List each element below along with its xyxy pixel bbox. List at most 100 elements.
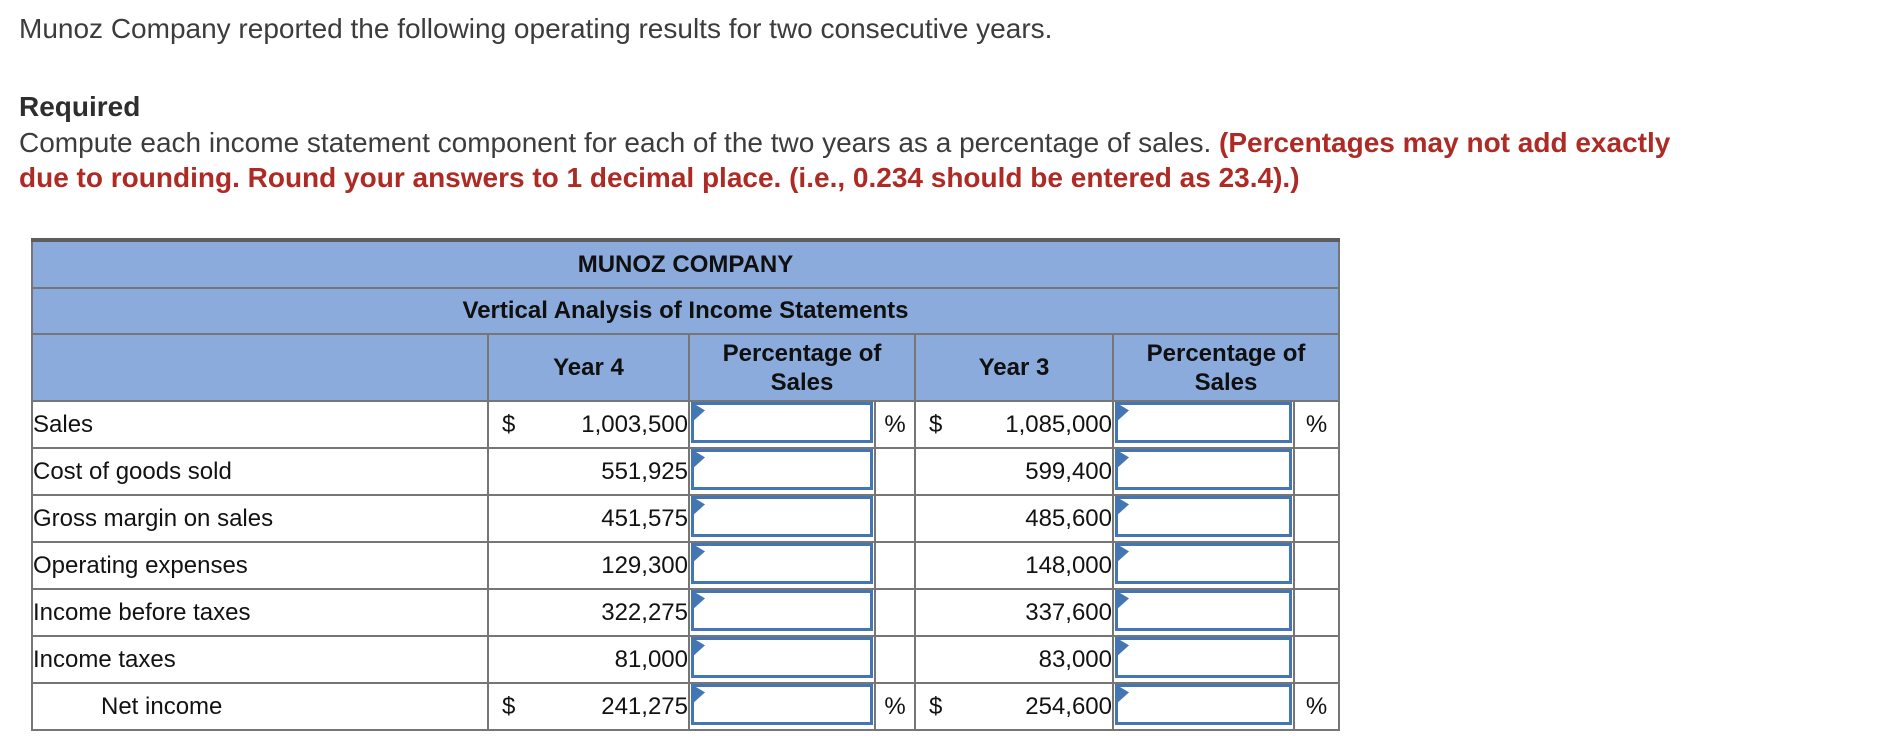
instruction-red-line2: due to rounding. Round your answers to 1… [19,162,1300,193]
pct-input-year4-cost-of-goods-sold[interactable] [691,450,873,490]
row-label: Net income [31,682,489,731]
input-box-frame [1115,450,1292,490]
pct-input-year4-sales[interactable] [691,403,873,443]
dollar-sign: $ [929,410,943,438]
instruction-black-text: Compute each income statement component … [19,127,1212,158]
column-header-pct-of-sales-year4: Percentage of Sales [688,333,916,402]
percent-cell: % [874,682,916,731]
percent-cell: % [1293,400,1340,449]
input-box-frame [1115,403,1292,443]
amount-year3: $254,600 [914,682,1114,731]
percent-cell [874,588,916,637]
input-cell [688,588,876,637]
input-cell [1112,494,1295,543]
table-subtitle: Vertical Analysis of Income Statements [31,287,1340,335]
input-cell [1112,400,1295,449]
percent-cell: % [874,400,916,449]
input-box-frame [691,591,873,631]
percent-cell [1293,588,1340,637]
input-box-frame [691,450,873,490]
input-cell [688,447,876,496]
input-cell [1112,447,1295,496]
dollar-sign: $ [502,692,516,720]
table-row-income-before-taxes: Income before taxes 322,275 337,600 [31,588,1340,637]
input-box-frame [691,638,873,678]
percent-sign: % [884,692,906,720]
pct-input-year4-operating-expenses[interactable] [691,544,873,584]
amount-value: 551,925 [601,457,688,485]
pct-input-year4-net-income[interactable] [691,685,873,725]
input-box-frame [1115,591,1292,631]
amount-year3: 599,400 [914,447,1114,496]
amount-year3: 148,000 [914,541,1114,590]
amount-value: 241,275 [601,692,688,720]
intro-text: Munoz Company reported the following ope… [19,13,1053,44]
pct-input-year4-income-taxes[interactable] [691,638,873,678]
amount-year3: 485,600 [914,494,1114,543]
column-header-pct-label: Percentage of Sales [722,339,882,396]
pct-input-year3-income-taxes[interactable] [1115,638,1292,678]
row-label: Sales [31,400,489,449]
input-box-frame [691,497,873,537]
amount-year4: $1,003,500 [487,400,690,449]
input-box-frame [691,544,873,584]
pct-input-year3-net-income[interactable] [1115,685,1292,725]
input-cell [688,635,876,684]
amount-year3: 337,600 [914,588,1114,637]
amount-value: 129,300 [601,551,688,579]
amount-value: 1,003,500 [581,410,688,438]
table-row-sales: Sales $1,003,500% $1,085,000% [31,400,1340,449]
input-cell [688,541,876,590]
pct-input-year3-gross-margin-on-sales[interactable] [1115,497,1292,537]
column-header-year4: Year 4 [487,333,690,402]
percent-cell [1293,635,1340,684]
table-row-gross-margin-on-sales: Gross margin on sales 451,575 485,600 [31,494,1340,543]
row-label: Income taxes [31,635,489,684]
amount-year4: 451,575 [487,494,690,543]
percent-cell [874,635,916,684]
amount-year4: 129,300 [487,541,690,590]
amount-year3: $1,085,000 [914,400,1114,449]
amount-value: 485,600 [1025,504,1112,532]
pct-input-year3-operating-expenses[interactable] [1115,544,1292,584]
amount-year4: $241,275 [487,682,690,731]
dollar-sign: $ [502,410,516,438]
instruction-red-line1: (Percentages may not add exactly [1219,127,1671,158]
pct-input-year3-cost-of-goods-sold[interactable] [1115,450,1292,490]
input-box-frame [1115,544,1292,584]
row-label: Gross margin on sales [31,494,489,543]
pct-input-year4-income-before-taxes[interactable] [691,591,873,631]
required-heading: Required [19,91,141,122]
amount-value: 148,000 [1025,551,1112,579]
amount-value: 254,600 [1025,692,1112,720]
input-cell [688,494,876,543]
column-header-blank [31,333,489,402]
row-label: Cost of goods sold [31,447,489,496]
dollar-sign: $ [929,692,943,720]
input-box-frame [1115,497,1292,537]
input-cell [688,400,876,449]
amount-year4: 81,000 [487,635,690,684]
amount-value: 81,000 [614,645,688,673]
vertical-analysis-table: MUNOZ COMPANY Vertical Analysis of Incom… [31,238,1340,731]
input-cell [1112,635,1295,684]
column-header-pct-of-sales-year3: Percentage of Sales [1112,333,1340,402]
percent-sign: % [884,410,906,438]
amount-value: 451,575 [601,504,688,532]
amount-year3: 83,000 [914,635,1114,684]
input-box-frame [691,403,873,443]
pct-input-year3-sales[interactable] [1115,403,1292,443]
column-header-year3: Year 3 [914,333,1114,402]
pct-input-year3-income-before-taxes[interactable] [1115,591,1292,631]
percent-cell [1293,494,1340,543]
percent-cell: % [1293,682,1340,731]
amount-value: 599,400 [1025,457,1112,485]
percent-cell [874,447,916,496]
row-label: Income before taxes [31,588,489,637]
amount-value: 83,000 [1038,645,1112,673]
input-cell [688,682,876,731]
percent-sign: % [1305,410,1328,438]
pct-input-year4-gross-margin-on-sales[interactable] [691,497,873,537]
percent-cell [1293,447,1340,496]
